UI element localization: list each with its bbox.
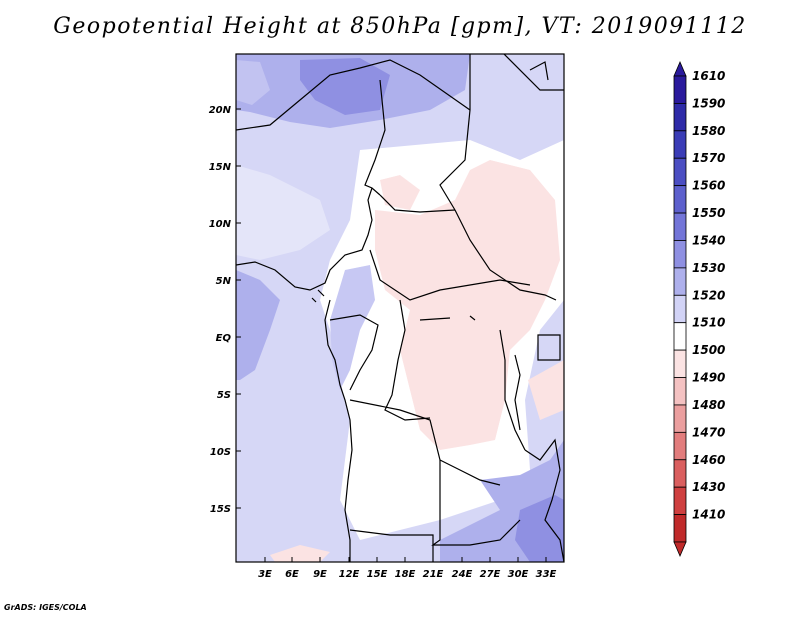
colorbar-swatch [673,486,687,515]
colorbar-label: 1550 [692,206,725,220]
lon-label: 33E [536,569,557,580]
lat-label: EQ [216,333,232,344]
lat-label: 10N [209,219,232,230]
colorbar-swatch [673,75,687,104]
colorbar-swatch [673,322,687,351]
colorbar-swatch [673,185,687,214]
colorbar: 1610 1590 1580 1570 1560 1550 1540 1530 1520 1510… [673,60,725,558]
lat-label: 10S [210,447,231,458]
colorbar-swatch [673,377,687,406]
colorbar-label: 1490 [692,371,725,385]
lon-label: 27E [480,569,501,580]
colorbar-label: 1540 [692,233,725,247]
lat-label: 20N [209,105,232,116]
colorbar-label: 1580 [692,124,725,138]
colorbar-label: 1460 [692,453,725,467]
colorbar-swatch [673,212,687,241]
map-plot-area [236,54,564,562]
lat-label: 15S [210,504,231,515]
lon-label: 3E [258,569,272,580]
lon-label: 18E [395,569,416,580]
lon-label: 15E [367,569,388,580]
colorbar-label: 1530 [692,261,725,275]
country-borders [236,54,564,562]
lon-label: 12E [339,569,360,580]
latitude-axis: 20N 15N 10N 5N EQ 5S 10S 15S [209,105,241,515]
colorbar-swatch [673,349,687,378]
longitude-axis: 3E 6E 9E 12E 15E 18E 21E 24E 27E 30E 33E [258,557,557,580]
grads-credit: GrADS: IGES/COLA [4,603,87,612]
lat-label: 5S [217,390,231,401]
colorbar-top-arrow [673,60,687,77]
lon-label: 24E [452,569,473,580]
colorbar-label: 1510 [692,316,725,330]
colorbar-swatch [673,157,687,187]
colorbar-label: 1470 [692,425,725,439]
colorbar-swatch [673,404,687,433]
colorbar-swatch [673,459,687,488]
lon-label: 6E [285,569,299,580]
colorbar-label: 1520 [692,288,725,302]
colorbar-swatch [673,267,687,296]
colorbar-label: 1430 [692,480,725,494]
colorbar-label: 1610 [692,69,725,83]
lon-label: 21E [423,569,444,580]
colorbar-swatch [673,130,687,159]
colorbar-swatch [673,294,687,324]
lon-label: 9E [313,569,327,580]
colorbar-label: 1410 [692,508,725,522]
map-frame [235,53,565,563]
colorbar-label: 1590 [692,96,725,110]
colorbar-label: 1560 [692,179,725,193]
colorbar-label: 1500 [692,343,725,357]
lat-label: 5N [216,276,232,287]
colorbar-swatch [673,240,687,269]
colorbar-label: 1570 [692,151,725,165]
lon-label: 30E [508,569,529,580]
lat-label: 15N [209,162,232,173]
colorbar-swatch [673,103,687,132]
colorbar-swatch [673,431,687,461]
colorbar-swatch [673,514,687,543]
colorbar-bottom-arrow [673,541,687,558]
colorbar-label: 1480 [692,398,725,412]
map-title: Geopotential Height at 850hPa [gpm], VT:… [53,14,747,39]
